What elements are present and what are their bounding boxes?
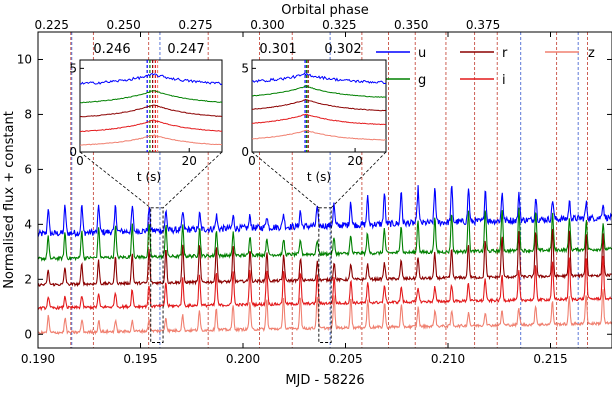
- x-tick-label: 0.215: [533, 352, 567, 366]
- inset-curve-r: [80, 104, 222, 118]
- x-tick-label: 0.200: [226, 352, 260, 366]
- inset-y-tick-label: 0: [241, 145, 249, 159]
- legend-label-i: i: [502, 73, 506, 88]
- x-tick-label: 0.205: [328, 352, 362, 366]
- inset-y-tick-label: 5: [241, 61, 249, 75]
- zoom-connector-right-1: [330, 151, 387, 209]
- top-tick-label: 0.275: [178, 18, 212, 32]
- legend-label-u: u: [418, 46, 426, 61]
- inset-curve-u: [252, 72, 386, 85]
- zoom-indicators: [79, 151, 387, 343]
- x-axis-label: MJD - 58226: [285, 373, 364, 388]
- inset-curve-z: [80, 134, 222, 146]
- inset-curve-g: [80, 90, 222, 104]
- inset-curve-i: [80, 119, 222, 133]
- inset-curve-z: [252, 129, 386, 141]
- inset-top-tick-label: 0.246: [93, 42, 130, 57]
- top-tick-label: 0.250: [106, 18, 140, 32]
- top-axis-label: Orbital phase: [281, 3, 368, 18]
- x-tick-label: 0.195: [123, 352, 157, 366]
- inset-curve-r: [252, 98, 386, 112]
- inset-y-tick-label: 5: [69, 61, 77, 75]
- plot-frame: [37, 31, 612, 349]
- top-tick-label: 0.350: [394, 18, 428, 32]
- light-curves: [38, 185, 612, 336]
- series-g-line: [38, 207, 612, 262]
- inset-x-axis-label: t (s): [137, 170, 161, 184]
- inset-1: 0 20 0 5 0.301 0.302 t (s): [241, 42, 387, 184]
- inset-top-tick-label: 0.301: [259, 42, 296, 57]
- y-tick-label: 6: [24, 162, 32, 176]
- inset-top-tick-label: 0.302: [324, 42, 361, 57]
- inset-frame: [251, 59, 387, 153]
- top-tick-label: 0.375: [466, 18, 500, 32]
- series-u-line: [38, 185, 612, 238]
- legend-label-g: g: [418, 73, 426, 88]
- y-tick-label: 4: [24, 217, 32, 231]
- series-z-line: [38, 289, 612, 336]
- top-tick-label: 0.325: [322, 18, 356, 32]
- inset-x-axis-label: t (s): [307, 170, 331, 184]
- zoom-connector-left-1: [251, 151, 320, 209]
- inset-x-tick-label: 20: [182, 154, 197, 168]
- series-r-line: [38, 228, 612, 288]
- legend-label-z: z: [588, 46, 595, 61]
- y-axis-label: Normalised flux + constant: [2, 111, 17, 289]
- inset-curve-g: [252, 85, 386, 98]
- top-tick-label: 0.300: [250, 18, 284, 32]
- x-tick-label: 0.210: [431, 352, 465, 366]
- x-tick-label: 0.190: [21, 352, 55, 366]
- inset-0: 0 20 0 5 0.246 0.247 t (s): [69, 42, 223, 184]
- y-tick-label: 0: [24, 327, 32, 341]
- top-tick-label: 0.225: [35, 18, 69, 32]
- zoom-box-0: [150, 207, 164, 343]
- legend: ug ri z: [376, 46, 595, 88]
- series-i-line: [38, 255, 612, 312]
- zoom-box-1: [318, 207, 332, 343]
- legend-label-r: r: [502, 46, 508, 61]
- inset-x-tick-label: 20: [347, 154, 362, 168]
- inset-top-tick-label: 0.247: [167, 42, 204, 57]
- axes: 0.190 0.195 0.200 0.205 0.210 0.215 0 2 4 6 8 10 0.2…: [17, 18, 612, 366]
- y-tick-label: 2: [24, 272, 32, 286]
- insets: 0 20 0 5 0.246 0.247 t (s) 0 20 0 5 0.301 0.302 t (s): [69, 42, 387, 184]
- y-tick-label: 8: [24, 107, 32, 121]
- inset-x-tick-label: 0: [76, 154, 84, 168]
- y-tick-label: 10: [17, 52, 32, 66]
- inset-curve-i: [252, 113, 386, 126]
- inset-x-tick-label: 0: [248, 154, 256, 168]
- inset-y-tick-label: 0: [69, 145, 77, 159]
- plot-border: [37, 31, 612, 349]
- inset-curve-u: [80, 73, 222, 86]
- zoom-connector-left-0: [79, 151, 151, 209]
- zoom-connector-right-0: [162, 151, 223, 209]
